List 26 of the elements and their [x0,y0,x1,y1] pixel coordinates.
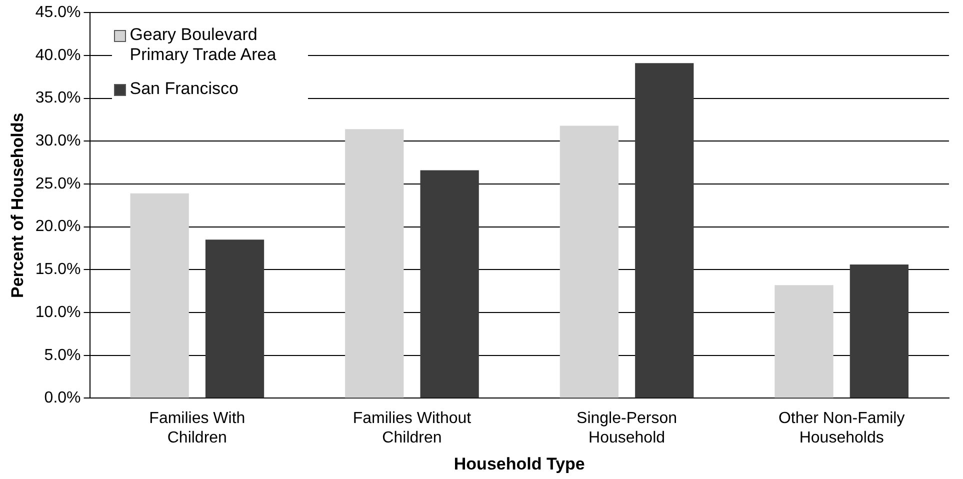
bar [205,240,264,398]
x-tick-label: Single-Person Household [576,410,678,446]
x-axis-title: Household Type [454,454,585,474]
y-tick-label: 10.0% [35,304,81,321]
y-tick-label: 5.0% [44,346,81,364]
y-tick-label: 15.0% [35,261,81,278]
bar [774,285,834,398]
legend-label: San Francisco [130,78,238,99]
y-tick-label: 25.0% [35,175,81,192]
y-tick-label: 30.0% [35,132,81,150]
x-tick-label: Families With Children [149,410,246,446]
bar [345,129,404,398]
bar [560,126,619,398]
y-axis-title: Percent of Households [8,112,27,298]
bar [635,63,694,398]
y-tick-label: 35.0% [35,90,81,107]
bar [420,170,479,398]
x-tick-label: Families Without Children [352,410,472,446]
y-tick-label: 20.0% [35,218,81,236]
bar [130,193,189,398]
legend-label: Geary Boulevard Primary Trade Area [130,24,278,65]
y-tick-label: 45.0% [35,4,81,22]
x-tick-label: Other Non-Family Households [778,410,905,446]
y-tick-label: 40.0% [35,46,81,64]
y-tick-label: 0.0% [44,390,81,407]
bar [850,264,909,398]
